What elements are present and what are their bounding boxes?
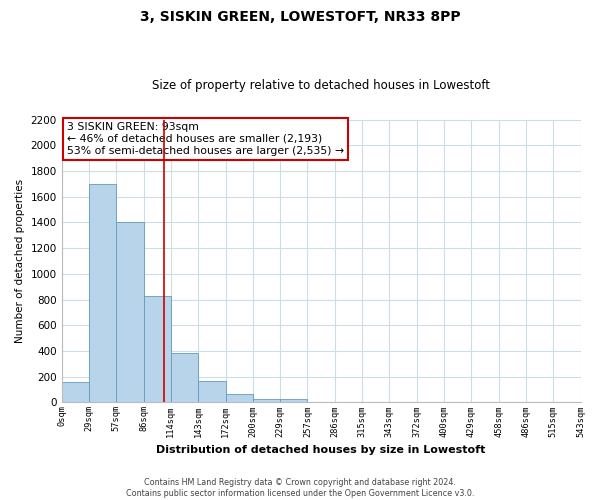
Text: Contains HM Land Registry data © Crown copyright and database right 2024.
Contai: Contains HM Land Registry data © Crown c… [126,478,474,498]
Text: 3, SISKIN GREEN, LOWESTOFT, NR33 8PP: 3, SISKIN GREEN, LOWESTOFT, NR33 8PP [140,10,460,24]
Bar [116,222,143,402]
Bar [171,353,198,403]
Bar [253,398,280,402]
Text: 3 SISKIN GREEN: 93sqm
← 46% of detached houses are smaller (2,193)
53% of semi-d: 3 SISKIN GREEN: 93sqm ← 46% of detached … [67,122,344,156]
Title: Size of property relative to detached houses in Lowestoft: Size of property relative to detached ho… [152,79,490,92]
Y-axis label: Number of detached properties: Number of detached properties [15,179,25,343]
Bar [280,399,307,402]
Bar [62,382,89,402]
Bar [143,296,171,403]
Bar [89,184,116,402]
X-axis label: Distribution of detached houses by size in Lowestoft: Distribution of detached houses by size … [157,445,486,455]
Bar [226,394,253,402]
Bar [198,381,226,402]
